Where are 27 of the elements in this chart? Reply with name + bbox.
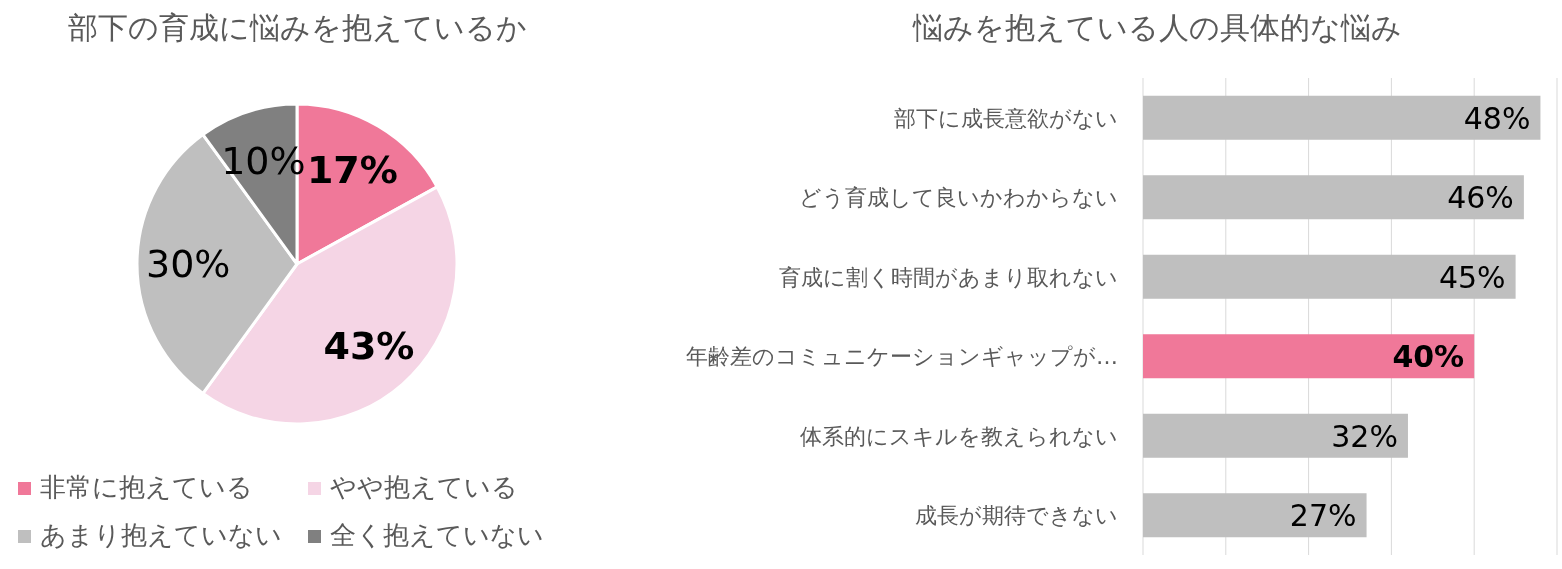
bar	[1143, 254, 1516, 299]
y-tick-label: どう育成して良いかわからない	[799, 185, 1118, 211]
bar	[1143, 493, 1367, 538]
data-label: 46%	[1447, 180, 1514, 216]
data-label: 43%	[323, 323, 415, 368]
data-label: 17%	[306, 148, 398, 193]
bar	[1143, 334, 1475, 379]
data-label: 27%	[1289, 498, 1357, 534]
y-tick-label: 育成に割く時間があまり取れない	[779, 264, 1118, 290]
y-tick-label: 体系的にスキルを教えられない	[800, 423, 1118, 449]
legend-label: やや抱えている	[330, 472, 518, 502]
bar	[1143, 413, 1408, 458]
data-label: 48%	[1463, 100, 1531, 136]
data-label: 40%	[1392, 339, 1465, 375]
chart-title: 悩みを抱えている人の具体的な悩み	[911, 10, 1402, 45]
chart-title: 部下の育成に悩みを抱えているか	[67, 10, 527, 45]
y-tick-label: 部下に成長意欲がない	[894, 105, 1118, 131]
bar	[1143, 175, 1524, 220]
legend-label: 非常に抱えている	[40, 472, 253, 502]
y-tick-label: 成長が期待できない	[915, 503, 1118, 529]
legend-label: 全く抱えていない	[330, 520, 544, 550]
y-tick-label: 年齢差のコミュニケーションギャップが…	[686, 344, 1118, 370]
data-label: 45%	[1438, 259, 1506, 295]
legend-label: あまり抱えていない	[40, 520, 282, 550]
bar	[1143, 95, 1541, 140]
data-label: 30%	[145, 242, 231, 286]
data-label: 32%	[1331, 418, 1398, 454]
